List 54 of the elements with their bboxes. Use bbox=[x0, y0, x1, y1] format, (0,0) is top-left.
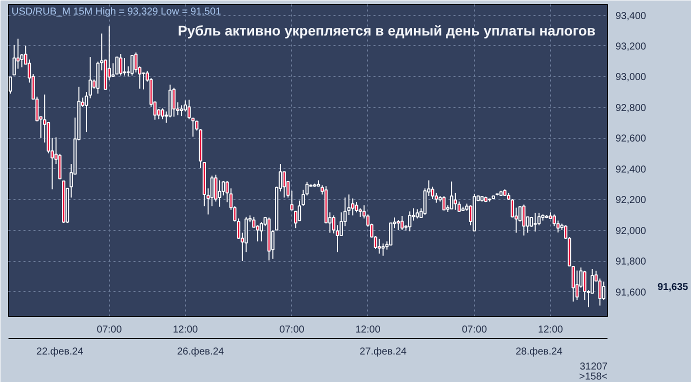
candlestick bbox=[160, 108, 164, 120]
y-tick-label: 92,600 bbox=[616, 134, 647, 145]
chart-subtitle: USD/RUB_M 15M High = 93,329 Low = 91,501 bbox=[12, 6, 222, 18]
candlestick bbox=[119, 53, 122, 76]
text: >158< bbox=[579, 372, 608, 382]
candlestick bbox=[130, 54, 134, 76]
candlestick bbox=[218, 180, 222, 208]
text: 91,635 bbox=[658, 282, 689, 294]
text: Рубль активно укрепляется в единый день уплаты налогов bbox=[178, 22, 596, 38]
candlestick bbox=[354, 202, 358, 213]
candlestick bbox=[450, 181, 454, 210]
candlestick bbox=[210, 175, 214, 207]
candlestick bbox=[537, 212, 541, 226]
text: 27.фев.24 bbox=[360, 346, 408, 358]
x-tick-label: 12:00 bbox=[172, 324, 198, 336]
candlestick bbox=[518, 206, 522, 222]
candlestick bbox=[522, 204, 526, 236]
x-tick-label: 12:00 bbox=[355, 324, 381, 336]
y-tick-label: 92,000 bbox=[616, 226, 647, 237]
candlestick bbox=[408, 210, 412, 232]
text: 31207 bbox=[580, 362, 608, 372]
candlestick bbox=[396, 219, 400, 230]
candlestick bbox=[172, 87, 176, 118]
y-tick-label: 92,400 bbox=[616, 164, 647, 176]
text: 28.фев.24 bbox=[516, 346, 563, 358]
candlestick bbox=[282, 171, 286, 198]
candlestick bbox=[381, 242, 385, 256]
y-tick-label: 91,800 bbox=[616, 256, 647, 268]
candlestick bbox=[442, 196, 446, 210]
candlestick bbox=[423, 188, 427, 216]
text: 22.фев.24 bbox=[36, 346, 84, 358]
candlestick bbox=[454, 192, 458, 210]
candlestick bbox=[534, 212, 537, 232]
text: 26.фев.24 bbox=[177, 346, 224, 358]
y-tick-label: 92,800 bbox=[616, 102, 647, 114]
y-tick-label: 92,200 bbox=[616, 195, 647, 206]
y-tick-label: 91,600 bbox=[616, 287, 647, 298]
candlestick bbox=[115, 56, 119, 74]
y-tick-label: 93,000 bbox=[616, 72, 647, 84]
y-tick-label: 93,400 bbox=[616, 10, 647, 22]
candlestick bbox=[400, 215, 404, 230]
candlestick bbox=[188, 99, 191, 120]
candlestick bbox=[416, 208, 419, 219]
x-tick-label: 07:00 bbox=[462, 324, 488, 336]
candlestick bbox=[290, 190, 294, 210]
candlestick bbox=[378, 238, 381, 254]
y-tick-label: 93,200 bbox=[616, 42, 647, 52]
candlestick bbox=[598, 278, 602, 306]
candlestick bbox=[575, 270, 579, 301]
x-tick-label: 07:00 bbox=[279, 324, 305, 336]
x-tick-label: 07:00 bbox=[96, 324, 122, 336]
candlestick bbox=[180, 104, 184, 117]
x-tick-label: 12:00 bbox=[538, 324, 564, 336]
candlestick bbox=[351, 198, 354, 216]
